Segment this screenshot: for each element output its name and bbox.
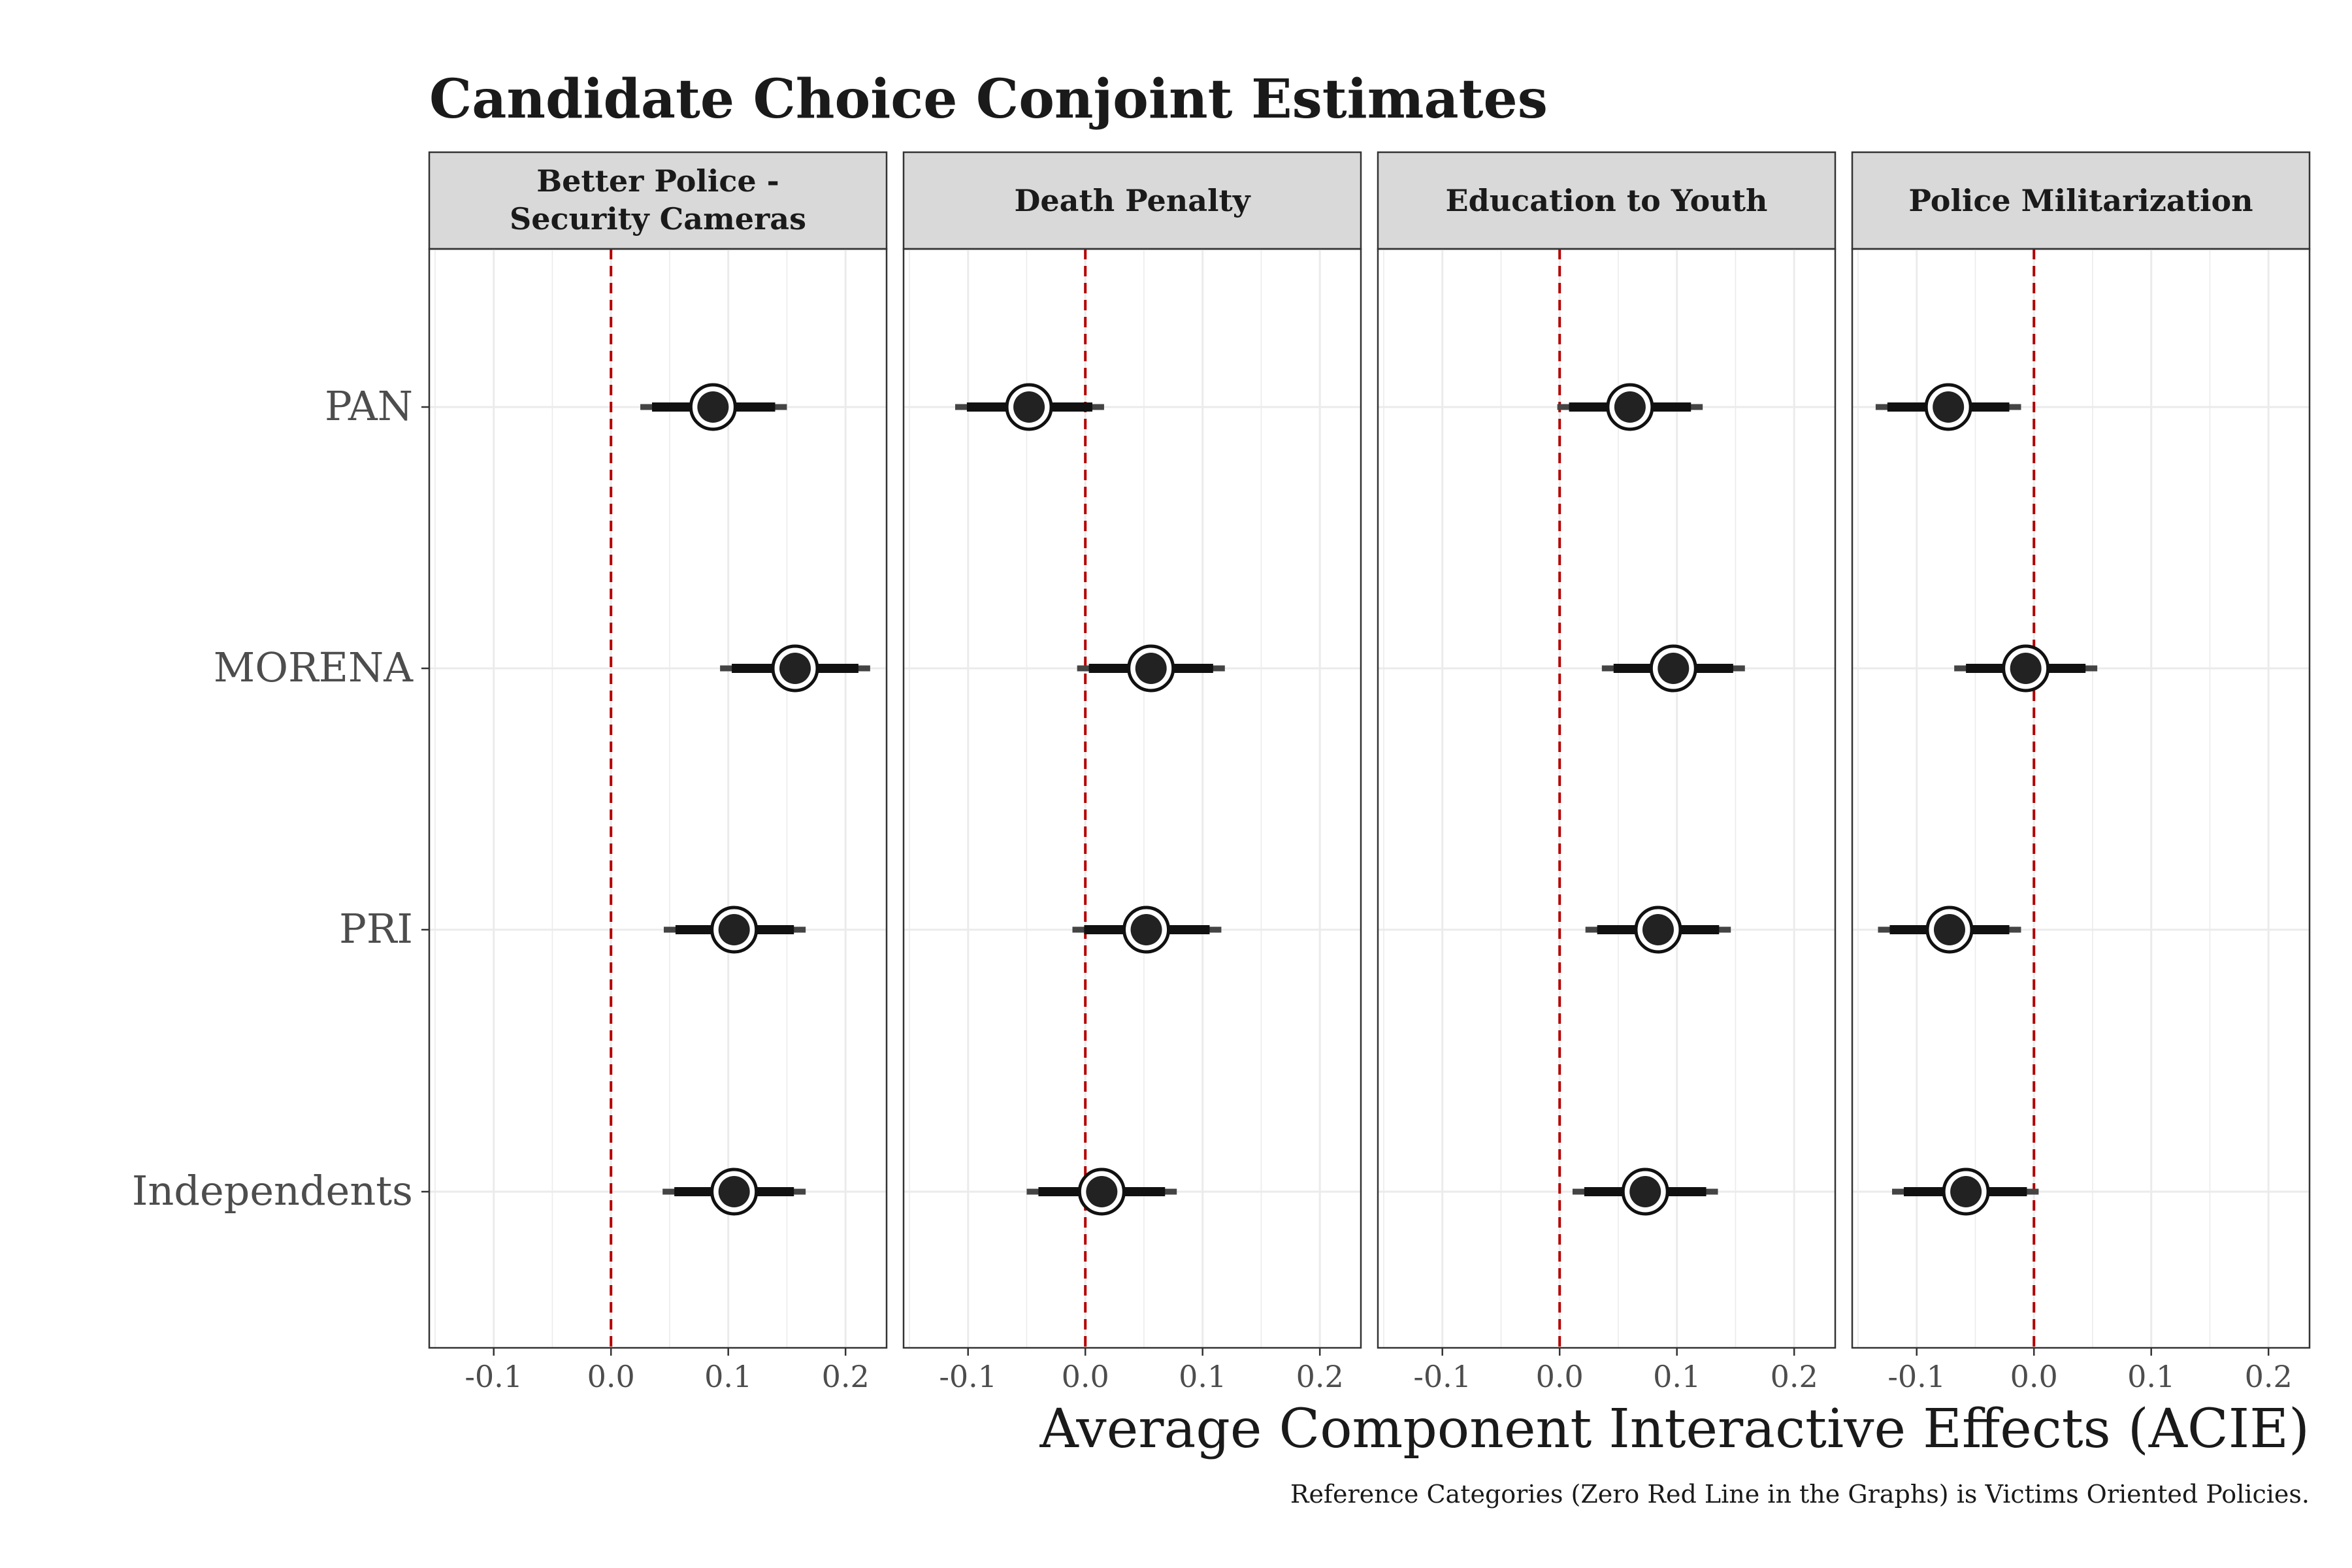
x-tick-label: -0.1 bbox=[939, 1359, 997, 1394]
estimate-point bbox=[2010, 653, 2042, 684]
estimate-point bbox=[1614, 391, 1646, 423]
estimate-point bbox=[1130, 914, 1162, 945]
estimate-point bbox=[1933, 914, 1965, 945]
estimate-point bbox=[718, 914, 750, 945]
x-tick-label: 0.2 bbox=[2245, 1359, 2293, 1394]
strip-background bbox=[1377, 151, 1837, 250]
strip-label: Police Militarization bbox=[1908, 183, 2253, 218]
x-tick-label: 0.1 bbox=[1179, 1359, 1226, 1394]
strip-label: Death Penalty bbox=[1015, 183, 1251, 218]
estimate-point bbox=[1086, 1176, 1118, 1207]
x-tick-label: 0.2 bbox=[1771, 1359, 1818, 1394]
facet-panels: Better Police -Security Cameras -0.1 0.0 0.… bbox=[428, 151, 2311, 1394]
x-tick-label: 0.0 bbox=[1536, 1359, 1584, 1394]
x-tick-label: 0.1 bbox=[704, 1359, 752, 1394]
chart-title: Candidate Choice Conjoint Estimates bbox=[429, 68, 1548, 131]
strip-label: Education to Youth bbox=[1446, 183, 1768, 218]
estimate-point bbox=[697, 391, 729, 423]
estimate-point bbox=[1933, 391, 1965, 423]
estimate-point bbox=[779, 653, 811, 684]
estimate-point bbox=[1642, 914, 1674, 945]
x-tick-label: -0.1 bbox=[1887, 1359, 1946, 1394]
panel-border bbox=[902, 248, 1362, 1349]
panel-border bbox=[1377, 248, 1837, 1349]
strip-label: Security Cameras bbox=[510, 201, 806, 237]
facet-panel: Education to Youth -0.1 0.0 0.1 0.2 bbox=[1377, 151, 1837, 1394]
facet-panel: Death Penalty -0.1 0.0 0.1 0.2 bbox=[902, 151, 1362, 1394]
estimate-point bbox=[718, 1176, 750, 1207]
y-axis-labels: PAN MORENA PRI Independents bbox=[132, 382, 429, 1215]
x-axis-title: Average Component Interactive Effects (A… bbox=[1039, 1398, 2310, 1460]
y-tick-label: PRI bbox=[339, 905, 413, 953]
estimate-point bbox=[1629, 1176, 1661, 1207]
y-tick-label: MORENA bbox=[214, 644, 414, 691]
y-tick-label: Independents bbox=[132, 1167, 413, 1215]
estimate-point bbox=[1950, 1176, 1982, 1207]
x-tick-label: 0.2 bbox=[822, 1359, 870, 1394]
x-tick-label: 0.0 bbox=[2010, 1359, 2058, 1394]
x-tick-label: 0.0 bbox=[1062, 1359, 1109, 1394]
panel-border bbox=[1851, 248, 2311, 1349]
x-tick-label: 0.0 bbox=[587, 1359, 635, 1394]
estimate-point bbox=[1135, 653, 1167, 684]
x-tick-label: -0.1 bbox=[465, 1359, 523, 1394]
x-tick-label: -0.1 bbox=[1413, 1359, 1471, 1394]
x-tick-label: 0.2 bbox=[1296, 1359, 1344, 1394]
facet-panel: Better Police -Security Cameras -0.1 0.0 0.… bbox=[428, 151, 888, 1394]
x-tick-label: 0.1 bbox=[2127, 1359, 2175, 1394]
strip-label: Better Police - bbox=[536, 163, 779, 199]
strip-background bbox=[428, 151, 888, 250]
x-tick-label: 0.1 bbox=[1653, 1359, 1701, 1394]
facet-panel: Police Militarization -0.1 0.0 0.1 0.2 bbox=[1851, 151, 2311, 1394]
y-tick-label: PAN bbox=[325, 382, 413, 430]
estimate-point bbox=[1658, 653, 1690, 684]
panel-border bbox=[428, 248, 888, 1349]
chart-caption: Reference Categories (Zero Red Line in t… bbox=[1290, 1480, 2310, 1509]
strip-background bbox=[1851, 151, 2311, 250]
estimate-point bbox=[1013, 391, 1045, 423]
